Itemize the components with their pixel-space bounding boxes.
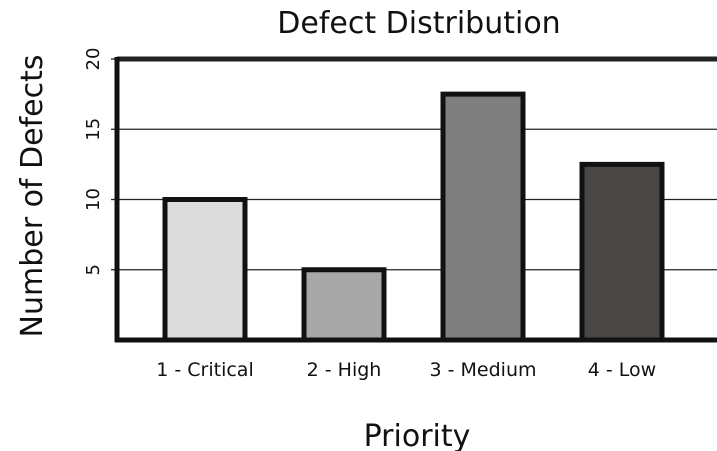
y-tick-label-10: 10 (83, 188, 104, 211)
x-tick-label-3: 3 - Medium (430, 359, 537, 381)
x-axis-label: Priority (364, 419, 471, 451)
x-tick-labels: 1 - Critical 2 - High 3 - Medium 4 - Low (156, 359, 656, 381)
x-tick-label-4: 4 - Low (588, 359, 656, 381)
y-tick-label-5: 5 (83, 264, 104, 275)
bar-1 (162, 197, 248, 343)
bar-4 (579, 161, 665, 343)
x-tick-label-2: 2 - High (307, 359, 382, 381)
y-axis-label: Number of Defects (15, 55, 50, 338)
bar-2 (301, 267, 387, 343)
chart-title: Defect Distribution (277, 6, 560, 41)
x-tick-label-1: 1 - Critical (156, 359, 253, 381)
y-tick-label-15: 15 (83, 118, 104, 141)
bars (162, 91, 665, 343)
y-tick-labels: 5 10 15 20 (83, 48, 104, 276)
bar-3 (440, 91, 526, 343)
axes (111, 57, 717, 343)
y-tick-label-20: 20 (83, 48, 104, 71)
